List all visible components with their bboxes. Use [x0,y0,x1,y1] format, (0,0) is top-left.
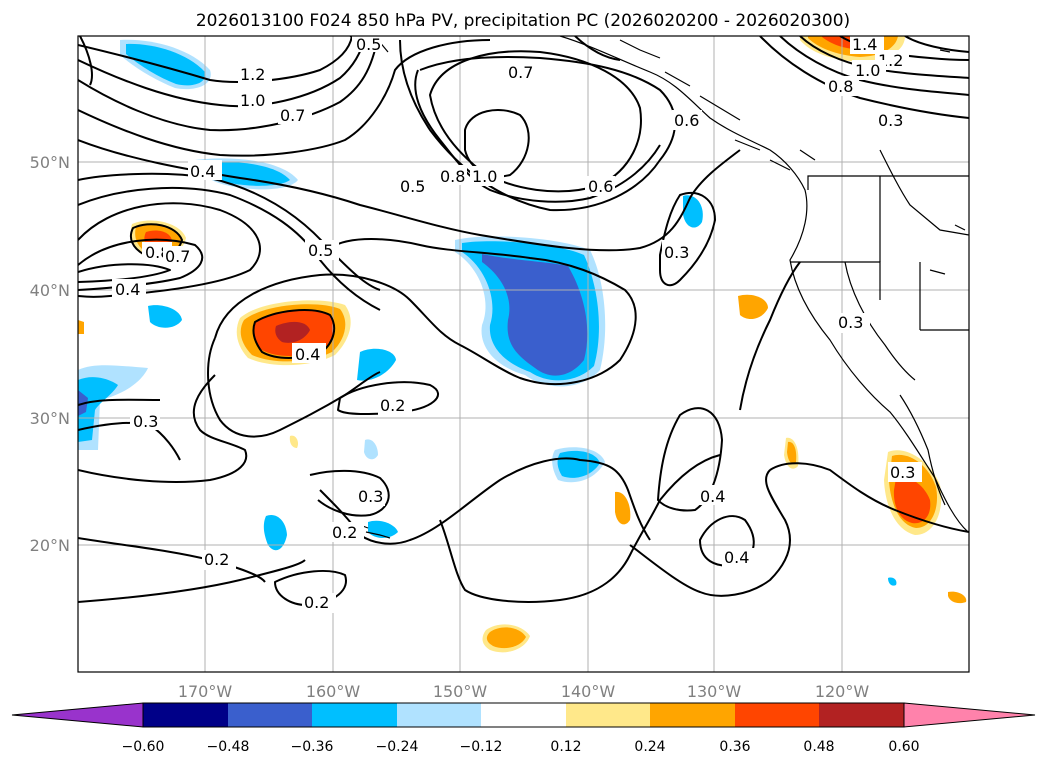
contour-label: 0.3 [358,487,383,506]
contour-label: 0.2 [380,396,405,415]
pv-contours [78,36,969,607]
lat-tick-label: 40°N [30,281,70,300]
contour-label: 0.6 [674,111,699,130]
contour-label: 0.2 [332,523,357,542]
colorbar-tick-label: −0.48 [207,739,250,755]
contour-label: 0.3 [838,313,863,332]
contour-label: 0.3 [890,463,915,482]
colorbar-tick-label: −0.60 [122,739,165,755]
contour-label: 0.5 [308,241,333,260]
contour-label: 0.8 [828,77,853,96]
contour-label: 0.4 [295,345,320,364]
colorbar-min-extend [11,702,144,728]
lon-tick-labels: 170°W 160°W 150°W 140°W 130°W 120°W [178,682,870,701]
lat-tick-label: 20°N [30,536,70,555]
map-area: 1.2 1.0 0.7 0.5 0.7 0.8 1.0 0.6 0.5 0.4 [77,35,970,673]
contour-label: 0.4 [724,548,749,567]
contour-label: 1.4 [852,35,877,54]
contour-label: 0.8 [440,167,465,186]
lon-tick-label: 120°W [815,682,870,701]
contour-label: 0.4 [700,487,725,506]
colorbar-tick-label: 0.36 [719,739,750,755]
contour-label: 0.6 [588,177,613,196]
lon-tick-label: 130°W [687,682,742,701]
lon-tick-label: 160°W [306,682,361,701]
lat-tick-labels: 50°N 40°N 30°N 20°N [30,153,70,555]
lat-tick-label: 50°N [30,153,70,172]
colorbar: −0.60 −0.48 −0.36 −0.24 −0.12 0.12 0.24 … [11,702,1036,755]
contour-label: 1.0 [855,61,880,80]
contour-label: 0.5 [400,177,425,196]
map-title: 2026013100 F024 850 hPa PV, precipitatio… [196,11,850,31]
contour-label: 1.2 [240,65,265,84]
contour-label: 1.0 [472,167,497,186]
contour-label: 0.3 [878,111,903,130]
lon-tick-label: 150°W [433,682,488,701]
colorbar-tick-label: 0.60 [888,739,919,755]
colorbar-tick-label: −0.24 [376,739,419,755]
colorbar-tick-label: 0.24 [634,739,665,755]
contour-label: 0.3 [133,412,158,431]
contour-label: 0.7 [165,247,190,266]
colorbar-tick-label: −0.36 [291,739,334,755]
contour-labels: 1.2 1.0 0.7 0.5 0.7 0.8 1.0 0.6 0.5 0.4 [112,35,922,613]
contour-label: 0.5 [356,35,381,54]
colorbar-tick-label: 0.12 [550,739,581,755]
colorbar-tick-label: 0.48 [803,739,834,755]
contour-label: 0.4 [115,280,140,299]
lon-tick-label: 170°W [178,682,233,701]
contour-label: 0.7 [508,63,533,82]
contour-label: 0.2 [204,550,229,569]
contour-label: 1.0 [240,91,265,110]
contour-label: 0.7 [280,106,305,125]
colorbar-tick-labels: −0.60 −0.48 −0.36 −0.24 −0.12 0.12 0.24 … [122,739,920,755]
contour-label: 0.3 [664,243,689,262]
lat-tick-label: 30°N [30,409,70,428]
contour-label: 0.2 [304,593,329,612]
colorbar-tick-label: −0.12 [460,739,503,755]
contour-label: 0.4 [190,162,215,181]
lon-tick-label: 140°W [561,682,616,701]
colorbar-max-extend [903,702,1036,728]
